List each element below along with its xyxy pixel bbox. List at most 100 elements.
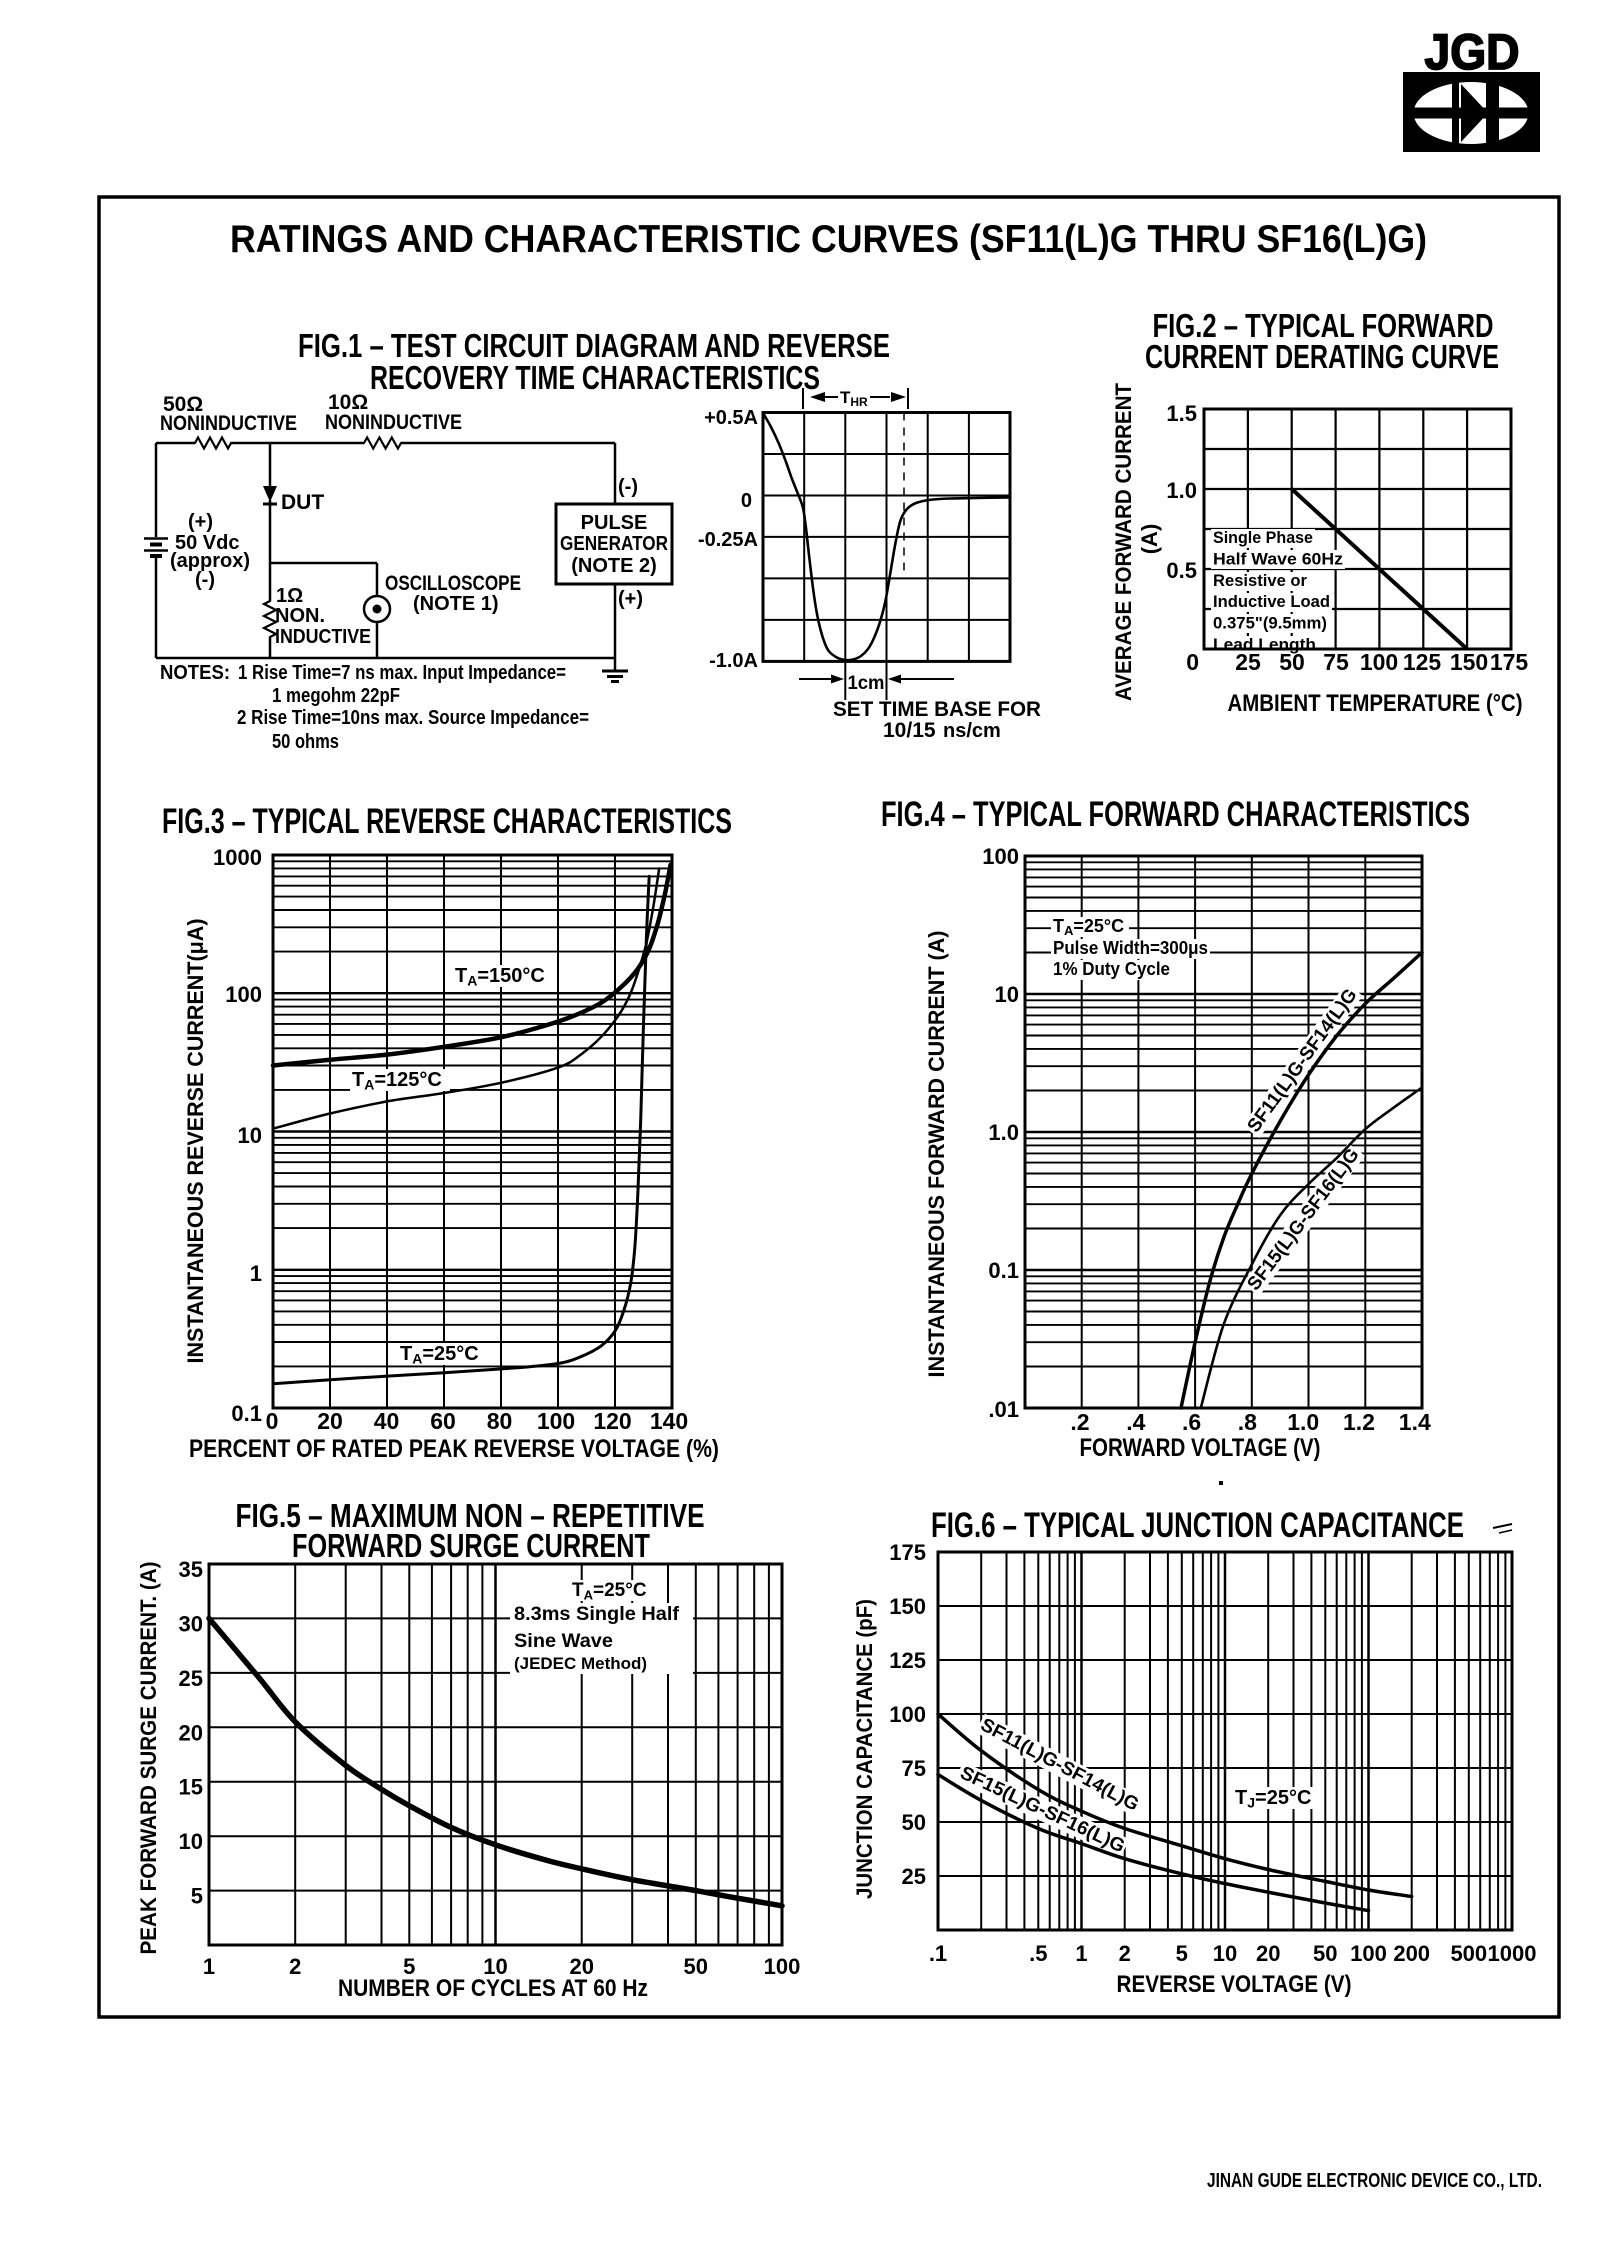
svg-text:+0.5A: +0.5A <box>704 407 758 429</box>
svg-text:INSTANTANEOUS FORWARD CURRENT: INSTANTANEOUS FORWARD CURRENT (A) <box>924 931 949 1378</box>
svg-text:0.375"(9.5mm): 0.375"(9.5mm) <box>1213 614 1327 633</box>
svg-text:-0.25A: -0.25A <box>698 529 758 551</box>
svg-text:.1: .1 <box>929 1941 947 1966</box>
svg-text:TA=125°C: TA=125°C <box>352 1069 442 1093</box>
svg-text:TA=150°C: TA=150°C <box>455 965 545 989</box>
svg-text:35: 35 <box>179 1557 203 1582</box>
svg-text:.5: .5 <box>1029 1941 1047 1966</box>
svg-text:(approx): (approx) <box>170 550 250 572</box>
svg-text:100: 100 <box>764 1954 801 1979</box>
svg-text:NUMBER OF CYCLES AT 60 Hz: NUMBER OF CYCLES AT 60 Hz <box>338 1975 648 2002</box>
svg-text:20: 20 <box>179 1720 203 1745</box>
svg-text:NOTES:: NOTES: <box>160 662 230 684</box>
svg-text:10: 10 <box>995 982 1019 1007</box>
svg-text:30: 30 <box>179 1611 203 1636</box>
svg-text:25: 25 <box>902 1864 926 1889</box>
svg-text:25: 25 <box>179 1666 203 1691</box>
svg-text:1000: 1000 <box>1488 1941 1537 1966</box>
svg-text:50 ohms: 50 ohms <box>272 731 339 753</box>
svg-text:Inductive Load: Inductive Load <box>1213 592 1330 611</box>
svg-text:Sine Wave: Sine Wave <box>514 1631 613 1652</box>
svg-text:0.5: 0.5 <box>1166 558 1197 583</box>
svg-text:120: 120 <box>593 1408 631 1434</box>
svg-text:10Ω: 10Ω <box>328 391 368 414</box>
svg-text:FIG.5 – MAXIMUM NON – REPETITI: FIG.5 – MAXIMUM NON – REPETITIVE <box>236 1497 705 1534</box>
svg-text:50Ω: 50Ω <box>163 393 203 416</box>
svg-text:.01: .01 <box>988 1397 1019 1422</box>
svg-text:PERCENT OF RATED PEAK REVERSE: PERCENT OF RATED PEAK REVERSE VOLTAGE (%… <box>189 1435 719 1463</box>
svg-text:50 Vdc: 50 Vdc <box>175 532 239 554</box>
svg-text:TA=25°C: TA=25°C <box>400 1343 479 1367</box>
svg-text:FIG.4 – TYPICAL FORWARD CHARA: FIG.4 – TYPICAL FORWARD CHARACTERISTICS <box>881 795 1470 834</box>
svg-text:1 Rise Time=7 ns max. Input Im: 1 Rise Time=7 ns max. Input Impedance= <box>238 662 566 684</box>
svg-text:JGD: JGD <box>1425 24 1520 80</box>
svg-text:Pulse Width=300μs: Pulse Width=300μs <box>1053 938 1208 958</box>
svg-text:1% Duty Cycle: 1% Duty Cycle <box>1053 959 1170 979</box>
svg-text:(A): (A) <box>1137 524 1162 555</box>
svg-text:OSCILLOSCOPE: OSCILLOSCOPE <box>385 572 521 595</box>
svg-text:1.5: 1.5 <box>1166 401 1197 426</box>
svg-text:(+): (+) <box>618 588 643 610</box>
svg-text:(JEDEC Method): (JEDEC Method) <box>514 1654 647 1673</box>
svg-text:150: 150 <box>1450 649 1488 675</box>
svg-text:1.2: 1.2 <box>1343 1409 1375 1435</box>
svg-text:ns/cm: ns/cm <box>943 720 1001 742</box>
svg-text:100: 100 <box>225 982 262 1007</box>
svg-text:FIG.2 – TYPICAL FORWARD: FIG.2 – TYPICAL FORWARD <box>1153 307 1494 344</box>
svg-text:TA=25°C: TA=25°C <box>1053 916 1124 938</box>
svg-text:500: 500 <box>1450 1941 1487 1966</box>
svg-text:200: 200 <box>1393 1941 1430 1966</box>
svg-text:20: 20 <box>317 1408 343 1434</box>
svg-text:NONINDUCTIVE: NONINDUCTIVE <box>160 412 297 435</box>
svg-text:5: 5 <box>191 1884 203 1909</box>
svg-text:GENERATOR: GENERATOR <box>560 533 668 555</box>
svg-text:80: 80 <box>487 1408 513 1434</box>
svg-text:100: 100 <box>1350 1941 1387 1966</box>
svg-text:125: 125 <box>1403 649 1442 675</box>
svg-text:1.0: 1.0 <box>1287 1409 1319 1435</box>
svg-text:1Ω: 1Ω <box>276 585 303 607</box>
svg-text:100: 100 <box>982 844 1019 869</box>
svg-text:10: 10 <box>179 1829 203 1854</box>
svg-text:0.1: 0.1 <box>231 1401 262 1426</box>
svg-text:0: 0 <box>741 490 752 512</box>
svg-text:1: 1 <box>250 1261 262 1286</box>
svg-text:FIG.1 – TEST CIRCUIT DIAGRAM A: FIG.1 – TEST CIRCUIT DIAGRAM AND REVERSE <box>298 327 890 364</box>
svg-text:Half Wave 60Hz: Half Wave 60Hz <box>1213 549 1343 568</box>
svg-text:FORWARD VOLTAGE (V): FORWARD VOLTAGE (V) <box>1080 1434 1321 1462</box>
svg-text:.8: .8 <box>1238 1409 1257 1435</box>
svg-text:FIG.3 – TYPICAL REVERSE CHARAC: FIG.3 – TYPICAL REVERSE CHARACTERISTICS <box>162 802 732 841</box>
svg-text:140: 140 <box>650 1408 688 1434</box>
svg-text:INSTANTANEOUS REVERSE CURRENT(: INSTANTANEOUS REVERSE CURRENT(μA) <box>183 919 208 1364</box>
svg-text:50: 50 <box>684 1954 708 1979</box>
svg-text:.4: .4 <box>1126 1409 1145 1435</box>
svg-text:1cm: 1cm <box>848 673 885 694</box>
svg-text:0: 0 <box>1186 649 1199 675</box>
svg-text:AMBIENT TEMPERATURE (°C): AMBIENT TEMPERATURE (°C) <box>1228 690 1523 717</box>
svg-text:DUT: DUT <box>281 491 324 514</box>
svg-text:10/15: 10/15 <box>883 719 936 742</box>
svg-text:1000: 1000 <box>213 845 262 870</box>
svg-text:100: 100 <box>889 1702 926 1727</box>
svg-text:60: 60 <box>430 1408 456 1434</box>
svg-text:AVERAGE FORWARD CURRENT: AVERAGE FORWARD CURRENT <box>1111 382 1136 701</box>
svg-text:1: 1 <box>203 1954 215 1979</box>
svg-text:175: 175 <box>889 1540 926 1565</box>
svg-text:Single Phase: Single Phase <box>1213 528 1313 547</box>
svg-text:Resistive or: Resistive or <box>1213 571 1307 590</box>
svg-text:.2: .2 <box>1070 1409 1089 1435</box>
svg-text:8.3ms Single Half: 8.3ms Single Half <box>514 1604 680 1625</box>
svg-text:2 Rise Time=10ns max. Source: 2 Rise Time=10ns max. Source Impedance= <box>237 707 589 729</box>
svg-text:100: 100 <box>1360 649 1398 675</box>
svg-text:50: 50 <box>1279 649 1305 675</box>
svg-text:(-): (-) <box>195 569 215 591</box>
svg-text:RECOVERY TIME CHARACTERISTICS: RECOVERY TIME CHARACTERISTICS <box>370 359 820 396</box>
svg-text:175: 175 <box>1490 649 1529 675</box>
svg-text:5: 5 <box>403 1954 415 1979</box>
svg-text:JUNCTION CAPACITANCE (pF): JUNCTION CAPACITANCE (pF) <box>852 1599 877 1899</box>
svg-text:1 megohm 22pF: 1 megohm 22pF <box>272 685 400 707</box>
svg-text:PEAK FORWARD SURGE CURRENT. (A: PEAK FORWARD SURGE CURRENT. (A) <box>136 1562 161 1955</box>
svg-text:-1.0A: -1.0A <box>709 650 758 672</box>
svg-text:0.1: 0.1 <box>988 1258 1019 1283</box>
svg-text:INDUCTIVE: INDUCTIVE <box>275 626 371 648</box>
